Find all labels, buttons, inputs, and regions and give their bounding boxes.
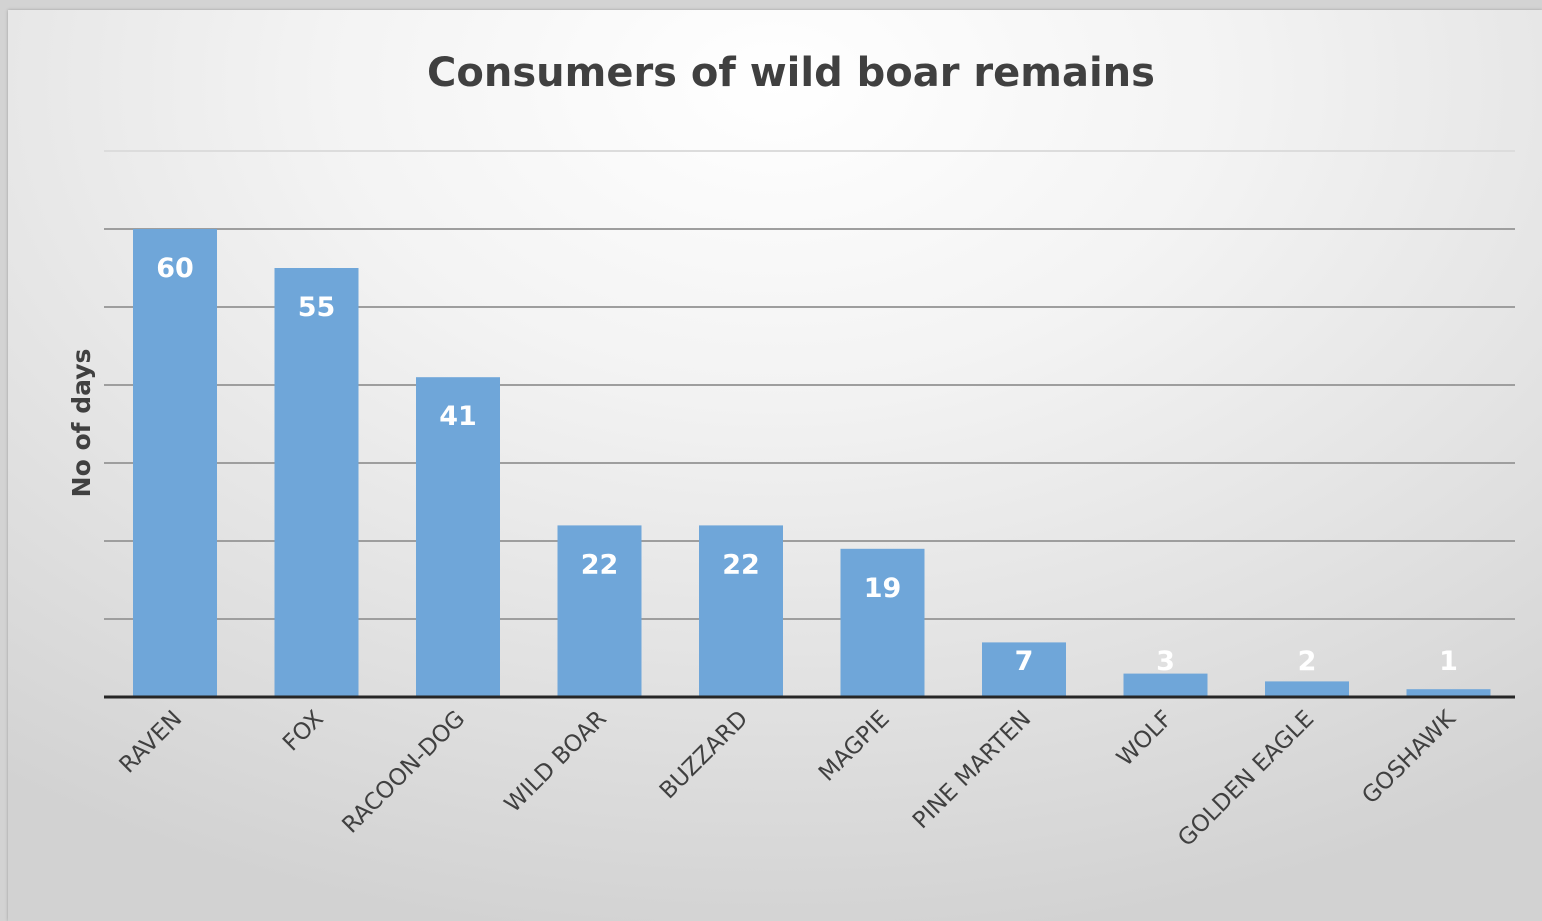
category-label-magpie: MAGPIE bbox=[814, 706, 895, 787]
category-label-pine-marten: PINE MARTEN bbox=[908, 706, 1036, 834]
category-labels: RAVEN FOX RACOON-DOG WILD BOAR BUZZARD MAGPIE… bbox=[115, 705, 1462, 852]
data-label-pine-marten: 7 bbox=[1015, 646, 1034, 677]
y-axis-label: No of days bbox=[67, 349, 96, 498]
category-label-racoon-dog: RACOON-DOG bbox=[337, 706, 470, 839]
bar-raven bbox=[133, 229, 217, 697]
bars bbox=[133, 229, 1491, 697]
category-label-wild-boar: WILD BOAR bbox=[500, 706, 612, 818]
category-label-buzzard: BUZZARD bbox=[655, 706, 753, 804]
chart-title: Consumers of wild boar remains bbox=[427, 50, 1155, 96]
bar-wolf bbox=[1123, 673, 1208, 697]
data-label-wild-boar: 22 bbox=[581, 549, 619, 580]
bar-fox bbox=[274, 268, 359, 697]
data-labels: 60 55 41 22 22 19 7 3 2 1 bbox=[156, 253, 1458, 677]
data-label-golden-eagle: 2 bbox=[1298, 646, 1317, 677]
category-label-raven: RAVEN bbox=[115, 706, 188, 779]
data-label-wolf: 3 bbox=[1156, 646, 1175, 677]
bar-racoon-dog bbox=[416, 377, 500, 697]
data-label-fox: 55 bbox=[298, 292, 336, 323]
data-label-raven: 60 bbox=[156, 253, 194, 284]
data-label-magpie: 19 bbox=[864, 573, 902, 604]
bar-magpie bbox=[840, 548, 925, 697]
bar-pine-marten bbox=[982, 642, 1066, 697]
data-label-goshawk: 1 bbox=[1439, 646, 1458, 677]
bar-goshawk bbox=[1406, 689, 1491, 697]
chart-panel bbox=[8, 10, 1542, 921]
bar-wild-boar bbox=[557, 525, 642, 697]
category-label-goshawk: GOSHAWK bbox=[1357, 705, 1461, 809]
category-label-fox: FOX bbox=[278, 706, 329, 757]
category-label-wolf: WOLF bbox=[1112, 706, 1178, 772]
bar-golden-eagle bbox=[1265, 681, 1349, 697]
data-label-racoon-dog: 41 bbox=[439, 401, 477, 432]
category-label-golden-eagle: GOLDEN EAGLE bbox=[1173, 706, 1319, 852]
data-label-buzzard: 22 bbox=[722, 549, 760, 580]
bar-buzzard bbox=[699, 525, 783, 697]
